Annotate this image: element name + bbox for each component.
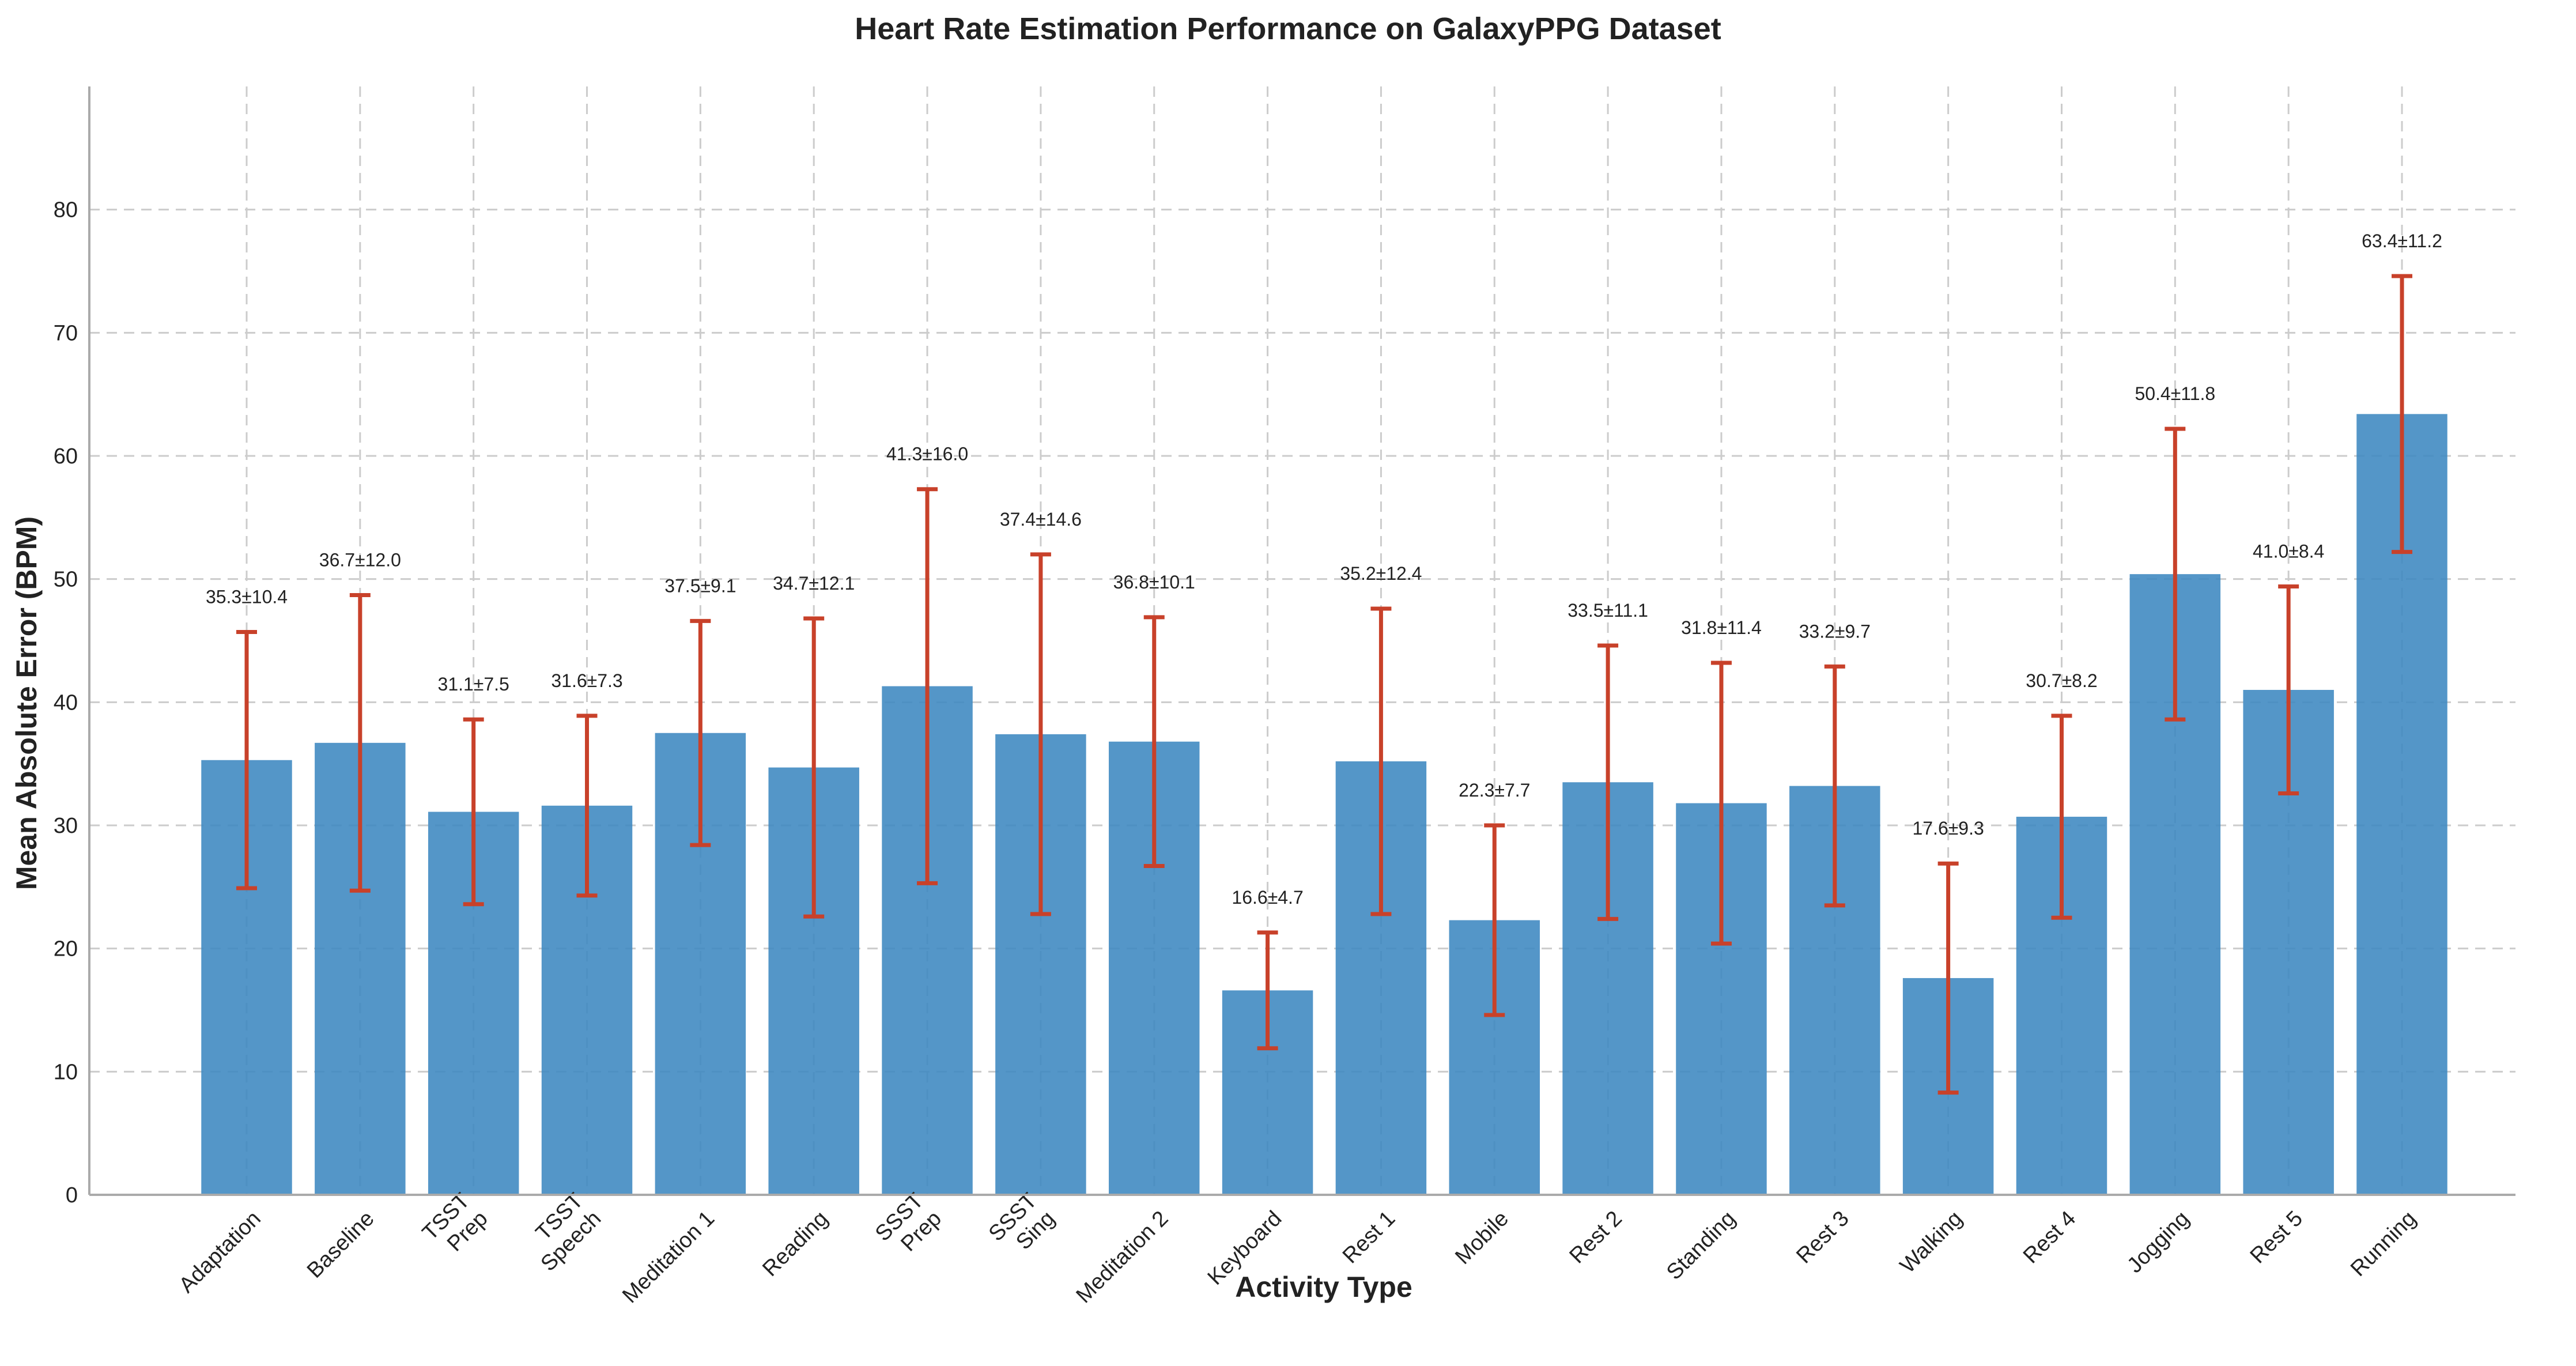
data-label: 22.3±7.7: [1459, 780, 1530, 801]
y-tick-label: 10: [54, 1060, 78, 1084]
data-label: 31.6±7.3: [551, 670, 622, 691]
data-label: 33.5±11.1: [1567, 600, 1648, 621]
y-tick-label: 20: [54, 937, 78, 961]
data-label: 41.0±8.4: [2253, 541, 2324, 561]
error-bar: [1143, 615, 1165, 869]
data-label: 41.3±16.0: [886, 444, 968, 465]
y-tick-label: 70: [54, 321, 78, 345]
x-tick-label: SSSTPrep: [871, 1188, 946, 1264]
x-tick-label: Rest 2: [1565, 1206, 1627, 1268]
error-bar: [1710, 661, 1732, 946]
x-tick-label: Rest 1: [1338, 1206, 1400, 1268]
y-tick-labels: 0 10 20 30 40 50 60 70 80: [54, 198, 78, 1207]
error-bar: [1597, 643, 1619, 921]
x-tick-label: Running: [2346, 1206, 2421, 1281]
error-bar: [576, 714, 598, 898]
x-tick-label: Adaptation: [175, 1206, 266, 1297]
error-bar: [1030, 552, 1051, 916]
error-bar: [349, 593, 371, 893]
x-tick-label: Standing: [1662, 1206, 1740, 1285]
data-label: 37.5±9.1: [664, 575, 736, 596]
bars: [201, 414, 2447, 1195]
data-label: 36.7±12.0: [319, 549, 401, 570]
x-tick-label: SSSTSing: [984, 1188, 1060, 1264]
x-tick-label: Walking: [1895, 1206, 1967, 1278]
data-label: 33.2±9.7: [1799, 621, 1871, 642]
y-tick-label: 60: [54, 444, 78, 469]
data-label: 37.4±14.6: [1000, 509, 1082, 530]
x-tick-label: Baseline: [303, 1206, 379, 1283]
y-tick-label: 30: [54, 814, 78, 838]
x-tick-label: Reading: [758, 1206, 833, 1281]
error-bar: [1257, 930, 1278, 1051]
x-tick-label: TSSTSpeech: [518, 1188, 606, 1276]
data-labels: 35.3±10.4 36.7±12.0 31.1±7.5 31.6±7.3 37.5±9…: [206, 231, 2442, 908]
y-tick-label: 80: [54, 198, 78, 222]
x-tick-label: Mobile: [1451, 1206, 1513, 1269]
data-label: 35.3±10.4: [206, 587, 288, 607]
data-label: 31.8±11.4: [1681, 617, 1762, 638]
error-bar: [690, 618, 711, 847]
error-bar: [1484, 823, 1505, 1017]
data-label: 16.6±4.7: [1232, 887, 1303, 908]
error-bar: [1824, 664, 1845, 908]
data-label: 36.8±10.1: [1113, 572, 1195, 593]
data-label: 63.4±11.2: [2362, 231, 2442, 251]
data-label: 31.1±7.5: [438, 674, 509, 695]
error-bar: [463, 717, 484, 907]
error-bar: [2051, 714, 2072, 920]
error-bar: [803, 616, 825, 919]
x-tick-label: Meditation 2: [1072, 1206, 1173, 1308]
x-tick-label: Jogging: [2122, 1206, 2194, 1278]
error-bars: [236, 274, 2412, 1095]
y-tick-label: 0: [66, 1183, 78, 1207]
x-tick-label: Rest 4: [2019, 1206, 2080, 1268]
y-tick-label: 50: [54, 568, 78, 592]
error-bar: [1370, 606, 1392, 916]
data-label: 17.6±9.3: [1912, 818, 1984, 839]
y-tick-label: 40: [54, 690, 78, 715]
error-bar: [236, 630, 257, 890]
x-tick-label: Rest 5: [2246, 1206, 2307, 1268]
x-tick-label: Meditation 1: [618, 1206, 719, 1308]
error-bar: [2278, 584, 2299, 795]
data-label: 34.7±12.1: [773, 573, 855, 594]
x-tick-label: TSSTPrep: [418, 1188, 492, 1263]
error-bar: [2165, 427, 2186, 722]
x-tick-label: Rest 3: [1792, 1206, 1853, 1268]
data-label: 50.4±11.8: [2135, 383, 2215, 404]
y-axis-label: Mean Absolute Error (BPM): [10, 516, 43, 890]
error-bar: [917, 487, 938, 885]
x-axis-label: Activity Type: [1235, 1271, 1412, 1303]
chart-title: Heart Rate Estimation Performance on Gal…: [855, 12, 1721, 46]
data-label: 30.7±8.2: [2026, 670, 2097, 691]
error-bar: [1937, 861, 1959, 1095]
data-label: 35.2±12.4: [1340, 563, 1422, 584]
error-bar: [2392, 274, 2412, 554]
